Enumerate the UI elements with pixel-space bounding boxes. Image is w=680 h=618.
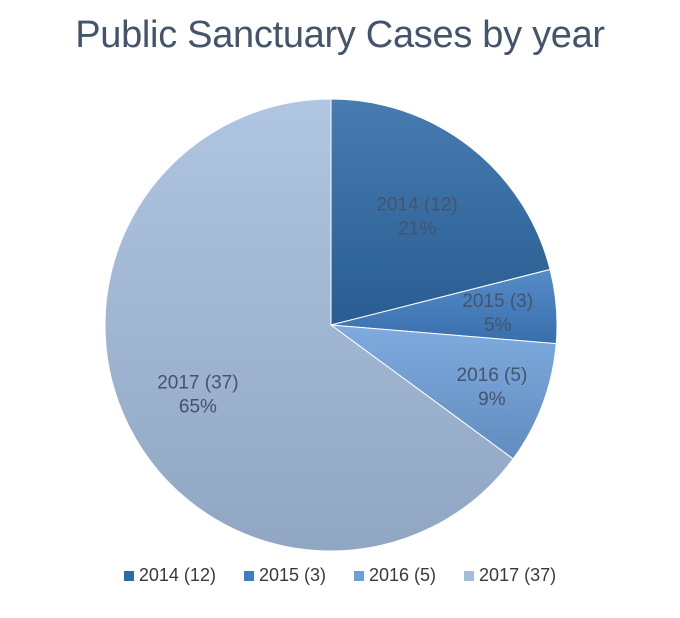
legend-entry-2017: 2017 (37) (464, 565, 556, 586)
chart-title: Public Sanctuary Cases by year (75, 14, 605, 56)
slice-category-label-2016: 2016 (5) (457, 365, 528, 386)
pie-slice-2014 (330, 98, 551, 326)
slice-category-label-2014: 2014 (12) (376, 194, 457, 215)
legend-label-2016: 2016 (5) (369, 565, 437, 585)
legend-swatch-2017 (464, 570, 475, 581)
legend-label-2014: 2014 (12) (138, 565, 216, 585)
slice-labels: 2014 (12) 21% 2015 (3) 5% 2016 (5) 9% 2017 (37… (157, 194, 533, 417)
legend-swatch-2016 (354, 570, 364, 581)
legend-entry-2016: 2016 (5) (354, 565, 436, 586)
legend-entry-2014: 2014 (12) (123, 565, 216, 586)
legend-swatch-2015 (243, 570, 254, 581)
slice-category-label-2017: 2017 (37) (157, 372, 238, 393)
slice-percent-label-2017: 65% (179, 396, 217, 417)
slice-percent-label-2016: 9% (478, 389, 506, 410)
slice-category-label-2015: 2015 (3) (462, 291, 533, 312)
slice-percent-label-2015: 5% (484, 315, 512, 336)
legend: 2014 (12) 2015 (3) 2016 (5) 2017 (37) (0, 565, 680, 586)
slice-percent-label-2014: 21% (398, 218, 436, 239)
legend-label-2015: 2015 (3) (258, 565, 326, 585)
legend-swatch-2014 (123, 570, 134, 581)
legend-entry-2015: 2015 (3) (243, 565, 326, 586)
legend-label-2017: 2017 (37) (479, 565, 557, 585)
pie-slice-2016 (329, 324, 557, 460)
pie-slice-2017 (104, 98, 514, 552)
pie-slices (104, 98, 558, 552)
